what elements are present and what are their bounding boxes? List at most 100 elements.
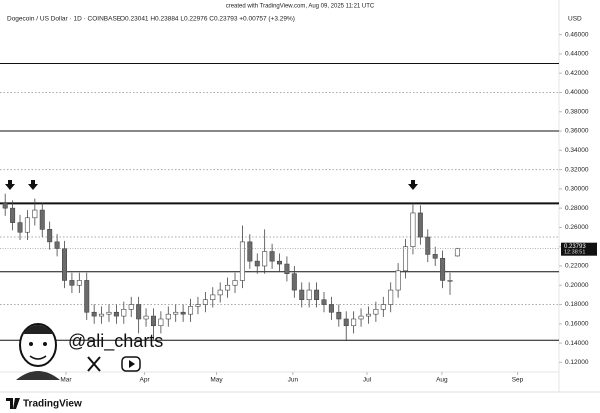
candle-body xyxy=(165,313,171,320)
youtube-icon xyxy=(121,356,141,372)
y-tick-label: 0.22000 xyxy=(565,263,589,270)
candle-body xyxy=(10,207,16,223)
candle-body xyxy=(84,280,90,313)
brand: TradingView xyxy=(23,399,82,410)
candle-body xyxy=(395,270,401,291)
y-tick-label: 0.20000 xyxy=(565,282,589,289)
candle-body xyxy=(410,212,416,247)
candle-body xyxy=(32,209,38,219)
watermark-handle: @ali_charts xyxy=(68,331,163,352)
plot-area xyxy=(0,63,559,342)
x-tick-label: Apr xyxy=(140,377,151,384)
candle-body xyxy=(299,289,305,301)
candle-body xyxy=(254,260,260,267)
mouth xyxy=(29,355,47,360)
candle-body xyxy=(336,311,342,320)
y-tick-label: 0.46000 xyxy=(565,31,589,38)
candle-body xyxy=(225,284,231,291)
candle-body xyxy=(232,280,238,286)
symbol-title: Dogecoin / US Dollar · 1D · COINBASE xyxy=(7,16,122,23)
candle-body xyxy=(113,311,119,317)
hair xyxy=(22,325,54,334)
arrow xyxy=(5,180,15,190)
y-tick-label: 0.38000 xyxy=(565,108,589,115)
x-tick-label: Jul xyxy=(363,377,372,384)
candle-body xyxy=(106,311,112,315)
y-tick-label: 0.28000 xyxy=(565,205,589,212)
y-tick-label: 0.30000 xyxy=(565,186,589,193)
candle-body xyxy=(99,313,105,317)
play xyxy=(129,360,135,368)
candle-body xyxy=(373,309,379,315)
created-note: created with TradingView.com, Aug 09, 20… xyxy=(226,4,375,10)
candle-body xyxy=(54,241,60,249)
candle-body xyxy=(276,260,282,265)
arrow xyxy=(408,180,418,190)
candle-body xyxy=(136,304,142,320)
currency: USD xyxy=(568,16,582,23)
candle-body xyxy=(247,241,253,262)
candle-body xyxy=(328,304,334,313)
x-tick-label: Mar xyxy=(60,377,72,384)
candle-body xyxy=(425,236,431,255)
candle-body xyxy=(210,294,216,301)
candle-body xyxy=(39,209,45,230)
arrows xyxy=(5,180,418,190)
y-tick-label: 0.26000 xyxy=(565,224,589,231)
x-tick-label: Jun xyxy=(288,377,299,384)
candle-body xyxy=(17,222,23,233)
candle-body xyxy=(351,318,357,327)
candle-body xyxy=(321,299,327,305)
candle-body xyxy=(195,304,201,307)
arrow xyxy=(28,180,38,190)
candle-body xyxy=(365,313,371,317)
candle-body xyxy=(291,273,297,291)
y-tick-label: 0.34000 xyxy=(565,147,589,154)
candle-body xyxy=(188,306,194,315)
candle-body xyxy=(284,263,290,274)
y-tick-label: 0.42000 xyxy=(565,70,589,77)
candle-body xyxy=(69,280,75,286)
y-tick-label: 0.40000 xyxy=(565,89,589,96)
face xyxy=(19,323,57,367)
candle-body xyxy=(314,289,320,301)
candle-body xyxy=(202,299,208,305)
x-tick-label: May xyxy=(210,377,223,384)
eye xyxy=(29,342,33,346)
candle-body xyxy=(447,280,453,282)
x-tick-label: Aug xyxy=(436,377,448,384)
candle-body xyxy=(76,280,82,286)
candle-body xyxy=(217,289,223,296)
y-tick-label: 0.32000 xyxy=(565,166,589,173)
candle-body xyxy=(262,251,268,267)
price-tag-countdown: 12:38:51 xyxy=(564,250,585,256)
candle-body xyxy=(440,257,446,281)
candle-body xyxy=(150,315,156,327)
eye xyxy=(43,342,47,346)
candle-body xyxy=(417,212,423,238)
candle-body xyxy=(432,254,438,259)
y-tick-label: 0.18000 xyxy=(565,301,589,308)
candle-body xyxy=(358,315,364,320)
x-icon xyxy=(87,356,101,372)
avatar xyxy=(16,323,60,380)
price-tag-value: 0.23793 xyxy=(564,244,586,250)
y-tick-label: 0.12000 xyxy=(565,359,589,366)
candle-body xyxy=(306,289,312,301)
shoulders xyxy=(16,371,60,380)
y-tick-label: 0.16000 xyxy=(565,321,589,328)
candle-body xyxy=(121,309,127,317)
candle-body xyxy=(61,248,67,281)
candle-body xyxy=(173,311,179,315)
candle-body xyxy=(269,251,275,262)
candle-body xyxy=(343,318,349,327)
x-tick-label: Sep xyxy=(512,377,524,384)
candle-body xyxy=(239,241,245,281)
y-tick-label: 0.14000 xyxy=(565,340,589,347)
candle-body xyxy=(403,246,409,272)
y-tick-label: 0.36000 xyxy=(565,128,589,135)
candle-body xyxy=(388,289,394,305)
candle-body xyxy=(91,311,97,317)
